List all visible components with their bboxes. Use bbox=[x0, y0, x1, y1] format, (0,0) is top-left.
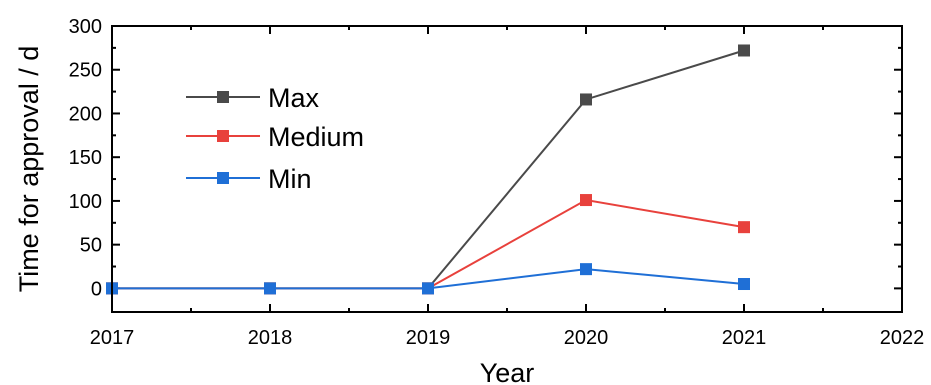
data-point-max bbox=[580, 93, 592, 106]
x-tick-label: 2017 bbox=[90, 327, 135, 349]
legend-label-medium: Medium bbox=[268, 122, 364, 152]
series-line-max bbox=[112, 49, 745, 290]
x-tick-label: 2019 bbox=[406, 327, 451, 349]
series-group bbox=[106, 44, 750, 295]
legend-swatch-marker-medium bbox=[217, 130, 229, 142]
y-tick-label: 250 bbox=[69, 60, 102, 82]
data-point-min bbox=[580, 263, 592, 276]
data-point-medium bbox=[580, 194, 592, 207]
data-point-min bbox=[422, 282, 434, 295]
legend: Max Medium Min bbox=[186, 83, 364, 194]
data-point-min bbox=[738, 278, 750, 291]
legend-label-min: Min bbox=[268, 164, 312, 194]
legend-label-max: Max bbox=[268, 83, 320, 113]
y-tick-label: 300 bbox=[69, 16, 102, 38]
plot-frame bbox=[111, 25, 903, 313]
y-tick-label: 0 bbox=[91, 278, 102, 300]
y-tick-label: 200 bbox=[69, 103, 102, 125]
legend-swatch-marker-min bbox=[217, 172, 229, 184]
data-point-min bbox=[264, 282, 276, 295]
x-tick-label: 2018 bbox=[248, 327, 293, 349]
y-tick-label: 100 bbox=[69, 191, 102, 213]
x-tick-label: 2020 bbox=[564, 327, 609, 349]
x-tick-label: 2022 bbox=[880, 327, 925, 349]
data-point-medium bbox=[738, 221, 750, 234]
y-tick-label: 150 bbox=[69, 147, 102, 169]
x-axis-title: Year bbox=[480, 358, 535, 385]
y-tick-label: 50 bbox=[80, 235, 102, 257]
legend-swatch-marker-max bbox=[217, 91, 229, 103]
axis-ticks: 2017 2018 2019 2020 2021 2022 0 50 100 150 200 250 3… bbox=[69, 16, 925, 349]
x-tick-label: 2021 bbox=[722, 327, 767, 349]
data-point-max bbox=[738, 44, 750, 57]
y-axis-title: Time for approval / d bbox=[14, 46, 44, 293]
